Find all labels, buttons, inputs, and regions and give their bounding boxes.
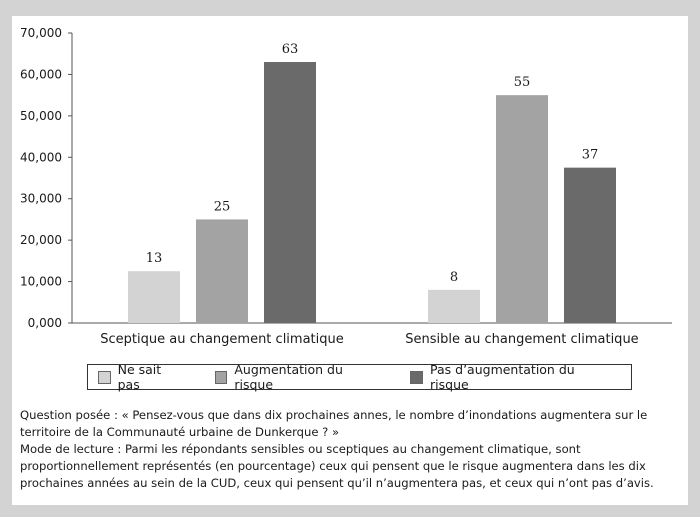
x-category-label: Sensible au changement climatique [405, 332, 638, 347]
data-label: 8 [450, 270, 458, 285]
y-tick-label: 20,000 [20, 233, 62, 247]
y-tick-label: 30,000 [20, 192, 62, 206]
legend-item-ne-sait-pas: Ne sait pas [98, 362, 185, 392]
legend-swatch-pas-augmentation [410, 370, 424, 384]
figure-frame: 0,000 10,000 20,000 30,000 40,000 50,000 60,00… [12, 16, 688, 505]
x-category-label: Sceptique au changement climatique [100, 332, 344, 347]
bar [428, 289, 480, 323]
data-label: 55 [514, 75, 531, 90]
y-tick-label: 10,000 [20, 275, 62, 289]
legend-label-augmentation: Augmentation du risque [234, 362, 343, 392]
reading-guide-text: Mode de lecture : Parmi les répondants s… [20, 442, 654, 490]
legend-swatch-ne-sait-pas [98, 370, 111, 384]
data-label: 63 [282, 42, 299, 57]
data-label: 13 [146, 251, 163, 266]
legend-swatch-augmentation [214, 370, 228, 384]
chart-legend: Ne sait pas Augmentation du risque Pas d… [87, 362, 632, 392]
bar-chart: 0,000 10,000 20,000 30,000 40,000 50,000 60,00… [20, 26, 672, 347]
bar [128, 271, 180, 323]
y-tick-label: 0,000 [28, 316, 62, 330]
data-label: 25 [214, 199, 231, 214]
bar [264, 62, 316, 323]
y-tick-label: 70,000 [20, 26, 62, 40]
legend-label-pas-augmentation: Pas d’augmentation du risque [430, 362, 575, 392]
bar [496, 95, 548, 324]
question-text: Question posée : « Pensez-vous que dans … [20, 408, 648, 439]
legend-item-pas-augmentation: Pas d’augmentation du risque [410, 362, 611, 392]
y-tick-label: 50,000 [20, 109, 62, 123]
chart-notes: Question posée : « Pensez-vous que dans … [20, 407, 680, 492]
legend-item-augmentation: Augmentation du risque [214, 362, 381, 392]
y-tick-label: 60,000 [20, 67, 62, 81]
bar [564, 167, 616, 323]
data-label: 37 [582, 148, 599, 163]
bar [196, 219, 248, 323]
legend-label-ne-sait-pas: Ne sait pas [117, 362, 162, 392]
y-tick-label: 40,000 [20, 150, 62, 164]
